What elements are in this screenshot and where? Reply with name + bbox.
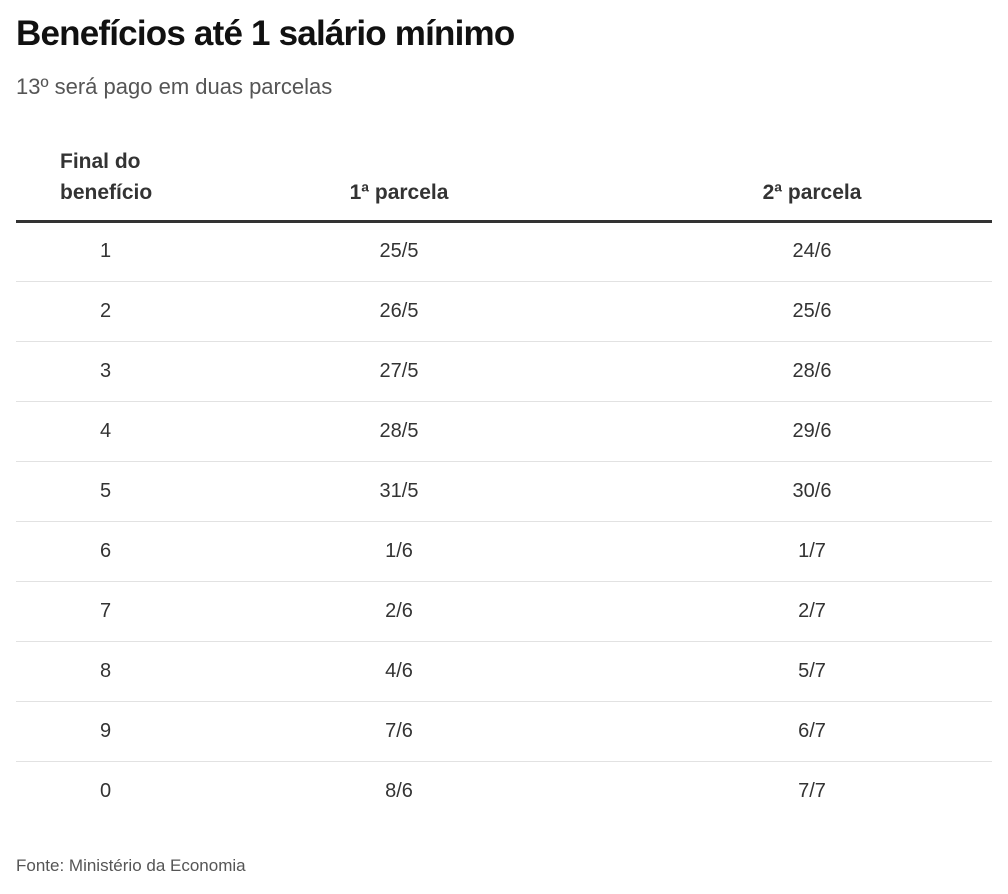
cell-primeira-parcela: 7/6	[196, 701, 644, 762]
cell-primeira-parcela: 2/6	[196, 581, 644, 642]
table-row: 2 26/5 25/6	[16, 281, 992, 342]
cell-primeira-parcela: 31/5	[196, 461, 644, 522]
cell-segunda-parcela: 29/6	[644, 401, 992, 462]
table-body: 1 25/5 24/6 2 26/5 25/6 3 27/5 28/6 4 28/5 29/6 5 31/…	[16, 221, 992, 821]
cell-final-do-beneficio: 8	[16, 641, 196, 702]
cell-final-do-beneficio: 3	[16, 341, 196, 402]
cell-segunda-parcela: 7/7	[798, 779, 826, 802]
page-subtitle: 13º será pago em duas parcelas	[16, 74, 333, 99]
cell-final-do-beneficio: 4	[16, 401, 196, 462]
cell-final-do-beneficio: 0	[100, 779, 112, 802]
table-row: 3 27/5 28/6	[16, 341, 992, 402]
cell-primeira-parcela: 1/6	[196, 521, 644, 582]
cell-final-do-beneficio: 6	[16, 521, 196, 582]
table-row: 6 1/6 1/7	[16, 521, 992, 582]
table-row: 9 7/6 6/7	[16, 701, 992, 762]
cell-final-do-beneficio: 2	[16, 281, 196, 342]
cell-primeira-parcela: 8/6	[385, 779, 413, 802]
cell-primeira-parcela: 25/5	[196, 221, 644, 282]
header-final-do-beneficio: Final do benefício	[16, 141, 196, 223]
header-primeira-parcela: 1ª parcela	[196, 141, 644, 223]
header-segunda-parcela: 2ª parcela	[644, 141, 992, 223]
table-row: 4 28/5 29/6	[16, 401, 992, 462]
cell-segunda-parcela: 5/7	[644, 641, 992, 702]
table-row: 0 8/6 7/7	[16, 761, 992, 821]
cell-segunda-parcela: 1/7	[644, 521, 992, 582]
table-row: 7 2/6 2/7	[16, 581, 992, 642]
cell-primeira-parcela: 26/5	[196, 281, 644, 342]
cell-segunda-parcela: 28/6	[644, 341, 992, 402]
cell-final-do-beneficio: 1	[16, 221, 196, 282]
table-header-row: Final do benefício 1ª parcela 2ª parcela	[16, 141, 992, 223]
table-row: 1 25/5 24/6	[16, 221, 992, 282]
cell-segunda-parcela: 25/6	[644, 281, 992, 342]
table-row: 5 31/5 30/6	[16, 461, 992, 522]
cell-primeira-parcela: 4/6	[196, 641, 644, 702]
cell-final-do-beneficio: 9	[16, 701, 196, 762]
cell-final-do-beneficio: 5	[16, 461, 196, 522]
cell-segunda-parcela: 2/7	[644, 581, 992, 642]
cell-primeira-parcela: 27/5	[196, 341, 644, 402]
table-row: 8 4/6 5/7	[16, 641, 992, 702]
cell-final-do-beneficio: 7	[16, 581, 196, 642]
schedule-table: Final do benefício 1ª parcela 2ª parcela…	[16, 141, 992, 821]
page-title: Benefícios até 1 salário mínimo	[16, 14, 515, 53]
cell-segunda-parcela: 30/6	[644, 461, 992, 522]
cell-segunda-parcela: 6/7	[644, 701, 992, 762]
cell-primeira-parcela: 28/5	[196, 401, 644, 462]
source-note: Fonte: Ministério da Economia	[16, 856, 246, 875]
cell-segunda-parcela: 24/6	[644, 221, 992, 282]
